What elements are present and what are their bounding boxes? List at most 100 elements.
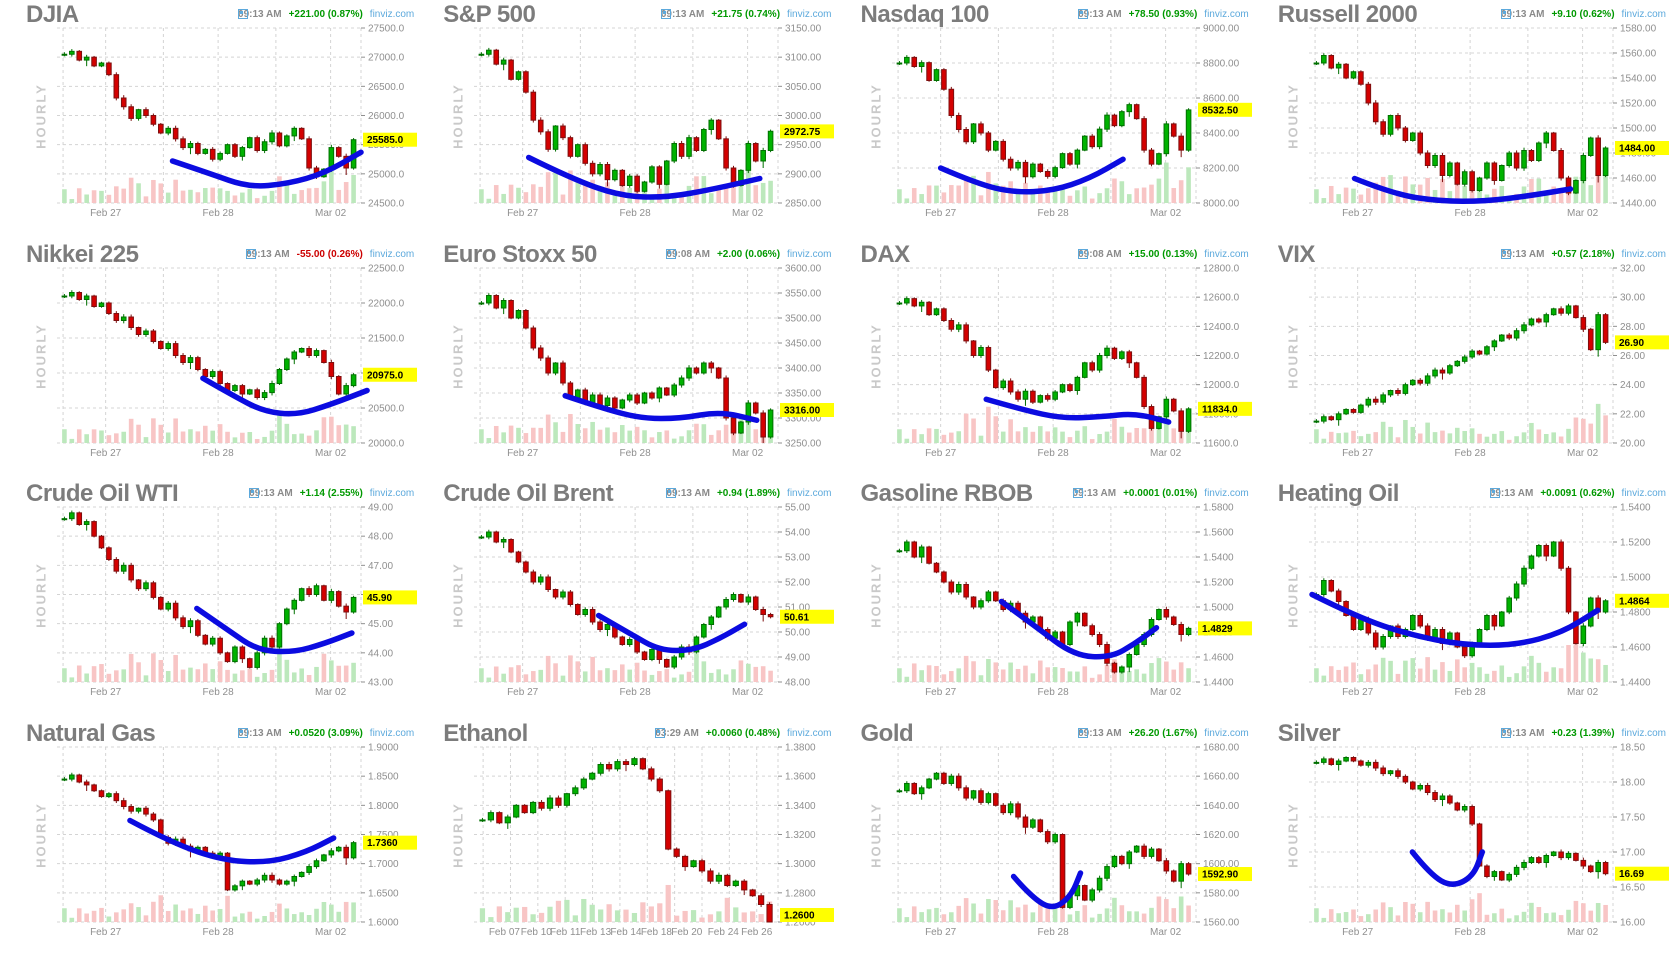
- last-price-tag: [363, 132, 417, 147]
- candle-body: [1335, 590, 1342, 602]
- last-price-tag: [780, 609, 835, 624]
- price-chart-canvas[interactable]: 1.90001.85001.80001.75001.70001.65001.60…: [0, 719, 417, 958]
- candle-body: [1350, 71, 1357, 79]
- price-chart-canvas[interactable]: 22500.022000.021500.021000.020500.020000…: [0, 240, 417, 479]
- candle-body: [918, 62, 924, 68]
- finviz-link[interactable]: finviz.com: [1072, 488, 1249, 499]
- finviz-link[interactable]: finviz.com: [1500, 727, 1666, 739]
- volume-bar: [1588, 658, 1593, 682]
- volume-bar: [1022, 904, 1028, 922]
- timeframe-label: HOURLY: [33, 83, 49, 149]
- candle-body: [933, 772, 939, 780]
- y-axis-label: 3250.00: [785, 438, 822, 449]
- price-change: +26.20 (1.67%): [1128, 727, 1198, 739]
- candle-body: [1380, 393, 1386, 403]
- price-chart-canvas[interactable]: 3600.003550.003500.003450.003400.003350.…: [417, 240, 835, 479]
- volume-bar: [724, 674, 729, 682]
- candle-body: [538, 347, 544, 358]
- price-chart-canvas[interactable]: 3150.003100.003050.003000.002950.002900.…: [417, 0, 835, 239]
- candle-body: [135, 109, 142, 119]
- candle-body: [91, 56, 97, 67]
- volume-bar: [1037, 900, 1043, 922]
- price-chart-canvas[interactable]: 9000.008800.008600.008400.008200.008000.…: [835, 0, 1252, 239]
- volume-bar: [731, 669, 737, 682]
- price-chart-canvas[interactable]: 1.54001.52001.50001.48001.46001.4400Feb …: [1252, 479, 1669, 718]
- candle-body: [291, 599, 298, 610]
- price-chart-canvas[interactable]: 1580.001560.001540.001520.001500.001480.…: [1252, 0, 1669, 239]
- volume-bar: [1343, 911, 1349, 922]
- volume-bar: [1580, 902, 1586, 922]
- price-chart-canvas[interactable]: 1680.001660.001640.001620.001600.001580.…: [835, 719, 1252, 958]
- y-axis-label: 1520.00: [1620, 99, 1657, 110]
- volume-bar: [553, 663, 559, 682]
- price-chart-canvas[interactable]: 1.38001.36001.34001.32001.30001.28001.26…: [417, 719, 835, 958]
- finviz-link[interactable]: finviz.com: [249, 488, 414, 499]
- chart-header: 09:13 AM +0.0001 (0.01%) finviz.com: [1072, 488, 1249, 499]
- candle-body: [1096, 634, 1102, 645]
- candle-body: [98, 302, 105, 307]
- finviz-link[interactable]: finviz.com: [1500, 9, 1666, 20]
- finviz-link[interactable]: finviz.com: [655, 727, 832, 739]
- volume-bar: [240, 192, 245, 203]
- finviz-link[interactable]: finviz.com: [666, 488, 832, 499]
- finviz-link[interactable]: finviz.com: [1078, 248, 1249, 260]
- finviz-link[interactable]: finviz.com: [238, 9, 414, 20]
- volume-bar: [262, 195, 267, 203]
- volume-bar: [716, 910, 722, 922]
- candle-body: [83, 521, 90, 525]
- finviz-link[interactable]: finviz.com: [1078, 727, 1249, 739]
- finviz-link[interactable]: finviz.com: [1500, 248, 1666, 260]
- finviz-link[interactable]: finviz.com: [1078, 9, 1249, 20]
- candle-body: [504, 816, 512, 823]
- candle-body: [508, 539, 515, 553]
- volume-bar: [269, 190, 275, 203]
- finviz-link-label: finviz.com: [1204, 248, 1249, 260]
- volume-bar: [963, 413, 968, 443]
- price-chart-canvas[interactable]: 1.58001.56001.54001.52001.50001.48001.46…: [835, 479, 1252, 718]
- volume-bar: [269, 430, 275, 443]
- last-price-tag-label: 2972.75: [784, 127, 821, 138]
- candle-body: [291, 351, 298, 359]
- volume-bar: [1506, 439, 1512, 443]
- finviz-logo-icon: [1078, 9, 1089, 19]
- volume-bar: [1313, 907, 1319, 922]
- volume-bar: [1588, 910, 1593, 922]
- price-chart-canvas[interactable]: 12800.012600.012400.012200.012000.011800…: [835, 240, 1252, 479]
- volume-bar: [1089, 438, 1094, 443]
- finviz-link[interactable]: finviz.com: [238, 727, 414, 739]
- volume-bar: [648, 905, 655, 922]
- finviz-link[interactable]: finviz.com: [1489, 488, 1666, 499]
- candle-body: [493, 531, 500, 543]
- candle-body: [903, 297, 910, 303]
- candle-body: [335, 375, 342, 394]
- finviz-link[interactable]: finviz.com: [666, 248, 832, 260]
- candle-body: [261, 637, 268, 654]
- volume-bar: [918, 911, 924, 922]
- volume-bar: [1044, 190, 1050, 203]
- volume-bar: [568, 655, 573, 682]
- last-price-tag: [363, 367, 417, 382]
- volume-bar: [1543, 671, 1549, 682]
- volume-bar: [106, 194, 112, 203]
- candle-body: [1491, 339, 1497, 347]
- volume-bar: [173, 417, 178, 443]
- volume-bar: [1536, 662, 1541, 682]
- finviz-link[interactable]: finviz.com: [660, 9, 832, 20]
- price-chart-canvas[interactable]: 55.0054.0053.0052.0051.0050.0049.0048.00…: [417, 479, 835, 718]
- volume-bar: [480, 907, 486, 922]
- volume-bar: [1373, 664, 1378, 682]
- price-change: +0.23 (1.39%): [1551, 727, 1615, 739]
- volume-bar: [202, 905, 208, 922]
- finviz-link[interactable]: finviz.com: [246, 248, 414, 260]
- candle-body: [269, 132, 275, 143]
- candle-body: [701, 624, 707, 638]
- volume-bar: [1141, 913, 1146, 922]
- price-chart-canvas[interactable]: 27500.027000.026500.026000.025500.025000…: [0, 0, 417, 239]
- x-axis-label: Mar 02: [732, 448, 764, 459]
- candle-body: [493, 49, 500, 65]
- volume-bar: [188, 907, 193, 922]
- candle-body: [508, 59, 515, 80]
